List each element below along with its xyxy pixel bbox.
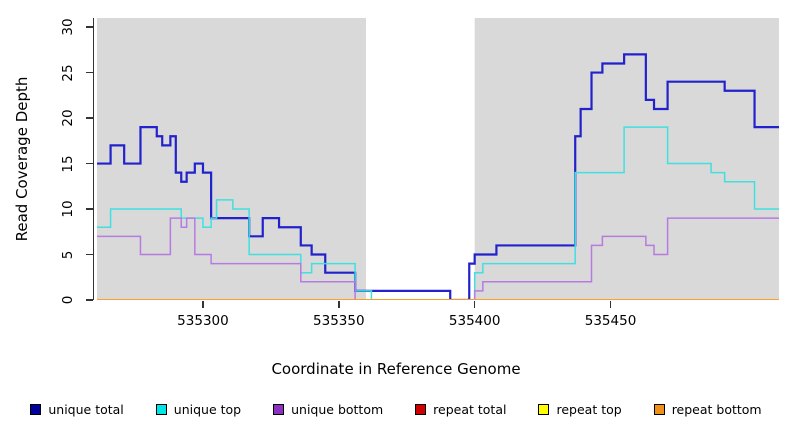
y-tick-label: 20: [60, 109, 76, 127]
shaded-band-1: [474, 18, 779, 300]
legend-swatch-icon: [155, 403, 167, 415]
plot-area: [97, 18, 779, 300]
legend-item-unique-top[interactable]: unique top: [155, 401, 242, 417]
y-tick-label: 25: [60, 63, 76, 82]
x-axis-title: Coordinate in Reference Genome: [271, 360, 521, 378]
x-tick-mark: [473, 301, 476, 308]
y-tick-label: 10: [60, 200, 76, 218]
legend-label: unique top: [173, 401, 242, 417]
series-line-unique-top: [97, 126, 779, 300]
y-tick-mark: [86, 253, 93, 256]
y-tick-mark: [86, 299, 93, 301]
legend-label: unique total: [48, 401, 124, 417]
y-tick-mark: [86, 162, 93, 165]
y-axis-line: [93, 18, 95, 300]
legend-label: repeat bottom: [671, 401, 762, 417]
y-tick-label: 15: [60, 154, 76, 173]
x-tick-label: 535450: [584, 313, 637, 329]
y-tick-mark: [86, 208, 93, 210]
series-line-unique-bottom: [97, 217, 779, 300]
legend-label: repeat total: [433, 401, 507, 417]
y-axis-title: Read Coverage Depth: [13, 76, 31, 242]
legend-label: repeat top: [556, 401, 622, 417]
legend-swatch-icon: [273, 403, 285, 415]
x-tick-label: 535400: [448, 313, 501, 329]
legend-item-unique-total[interactable]: unique total: [30, 401, 124, 417]
x-tick-mark: [609, 301, 612, 308]
x-tick-mark: [338, 301, 340, 308]
x-tick-label: 535350: [313, 313, 365, 329]
shaded-band-0: [97, 18, 366, 300]
y-tick-label: 30: [60, 18, 76, 36]
y-tick-label: 0: [60, 295, 76, 305]
y-tick-label: 5: [60, 250, 76, 259]
y-tick-mark: [86, 26, 93, 28]
legend-item-repeat-top[interactable]: repeat top: [538, 401, 622, 417]
legend-swatch-icon: [653, 403, 665, 415]
legend-item-repeat-bottom[interactable]: repeat bottom: [653, 401, 762, 417]
series-line-unique-total: [97, 53, 779, 300]
legend-swatch-icon: [415, 403, 427, 415]
chart-legend: unique total unique top unique bottom repea…: [0, 398, 792, 420]
legend-item-repeat-total[interactable]: repeat total: [415, 402, 506, 417]
legend-item-unique-bottom[interactable]: unique bottom: [273, 402, 383, 417]
y-tick-mark: [86, 117, 93, 119]
legend-swatch-icon: [538, 403, 550, 415]
x-tick-mark: [202, 301, 204, 308]
y-tick-mark: [86, 71, 93, 74]
x-tick-label: 535300: [177, 313, 229, 329]
legend-swatch-icon: [30, 403, 42, 415]
legend-label: unique bottom: [291, 401, 384, 417]
coverage-line-chart: [97, 18, 779, 300]
